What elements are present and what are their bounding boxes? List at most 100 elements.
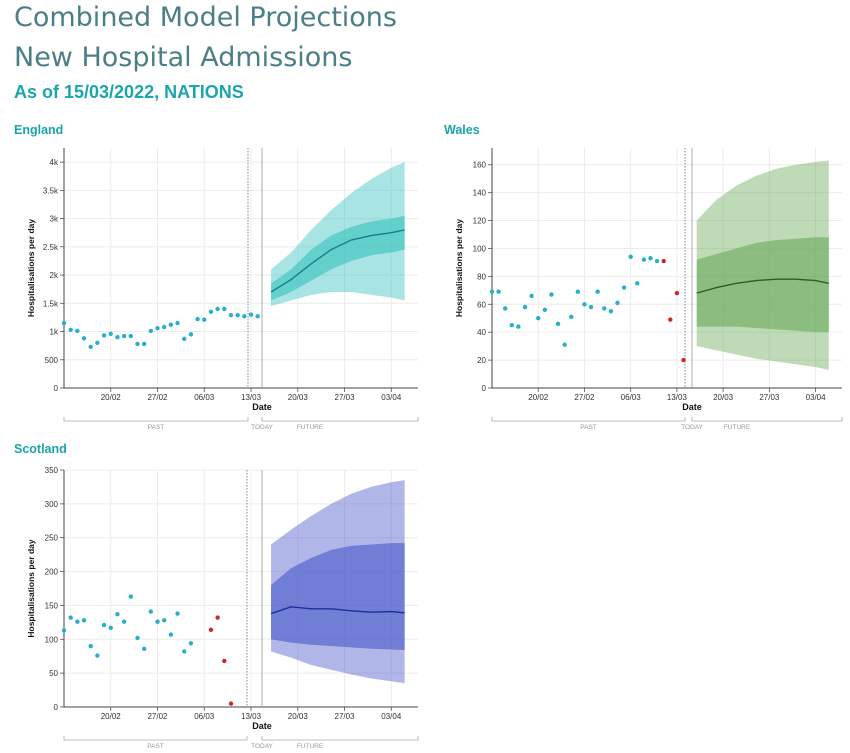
wales-y-tick-label: 140 bbox=[473, 189, 487, 198]
scotland-x-tick-label: 06/03 bbox=[194, 712, 215, 721]
scotland-excluded-point bbox=[222, 658, 227, 664]
scotland-observed-point bbox=[75, 619, 80, 624]
scotland-x-tick-label: 20/02 bbox=[101, 712, 122, 721]
england-observed-point bbox=[108, 331, 113, 336]
wales-observed-point bbox=[582, 302, 587, 307]
england-observed-point bbox=[202, 317, 207, 322]
scotland-observed-point bbox=[141, 646, 147, 651]
england-median-line bbox=[270, 229, 405, 293]
scotland-excluded-point bbox=[208, 627, 214, 633]
england-observed-point bbox=[88, 344, 93, 349]
england-observed-point bbox=[195, 316, 200, 322]
england-observed-point bbox=[248, 312, 254, 317]
england-observed-point bbox=[208, 309, 214, 314]
england-observed-point bbox=[141, 341, 147, 347]
wales-observed-point bbox=[654, 258, 660, 264]
england-observed-point bbox=[101, 333, 107, 338]
scotland-observed-point bbox=[148, 609, 154, 614]
scotland-x-tick-label: 03/04 bbox=[381, 712, 402, 721]
scotland-band-50 bbox=[271, 543, 405, 651]
page-title-line2: New Hospital Admissions bbox=[14, 42, 353, 73]
wales-observed-point bbox=[628, 254, 633, 260]
wales-observed-point bbox=[641, 257, 647, 262]
england-x-tick-label: 27/03 bbox=[335, 393, 356, 402]
wales-future-label: FUTURE bbox=[724, 424, 751, 431]
wales-observed-point bbox=[615, 300, 620, 306]
wales-excluded-point bbox=[674, 290, 680, 296]
wales-y-tick-label: 20 bbox=[477, 356, 486, 365]
england-observed-point bbox=[75, 328, 80, 334]
wales-chart: 0 20 40 60 80 100 120 140 160 20/02 27/02 06/03 13/0… bbox=[454, 148, 843, 431]
scotland-excluded-point bbox=[228, 701, 234, 706]
england-y-tick-label: 2.5k bbox=[43, 243, 59, 252]
england-observed-point bbox=[81, 336, 87, 341]
wales-x-tick-label: 27/02 bbox=[574, 393, 595, 402]
scotland-observed-point bbox=[115, 612, 120, 617]
scotland-observed-point bbox=[161, 618, 167, 623]
scotland-observed-point bbox=[81, 618, 87, 623]
england-today-label: TODAY bbox=[251, 424, 273, 431]
england-observed-point bbox=[155, 325, 160, 331]
england-observed-point bbox=[228, 312, 234, 318]
scotland-observed-point bbox=[108, 625, 113, 630]
wales-observed-point bbox=[575, 289, 581, 294]
wales-median-line bbox=[696, 278, 829, 294]
england-observed-point bbox=[255, 314, 260, 319]
page-title: Combined Model Projections bbox=[14, 2, 397, 33]
wales-observed-point bbox=[635, 281, 640, 286]
wales-x-tick-label: 20/03 bbox=[713, 393, 734, 402]
wales-past-bracket bbox=[491, 417, 686, 422]
scotland-observed-point bbox=[68, 615, 73, 620]
page-subtitle: As of 15/03/2022, NATIONS bbox=[14, 82, 244, 102]
wales-observed-point bbox=[549, 292, 554, 297]
england-x-axis-title: Date bbox=[252, 402, 272, 412]
wales-past-label: PAST bbox=[580, 424, 597, 431]
england-y-tick-label: 0 bbox=[54, 384, 59, 393]
wales-observed-point bbox=[608, 309, 614, 314]
wales-y-tick-label: 160 bbox=[473, 161, 487, 170]
wales-excluded-point bbox=[661, 258, 666, 264]
scotland-past-bracket bbox=[63, 736, 248, 741]
scotland-observed-point bbox=[155, 619, 160, 624]
england-observed-point bbox=[68, 327, 73, 333]
scotland-observed-point bbox=[61, 628, 67, 633]
england-past-label: PAST bbox=[148, 424, 165, 431]
scotland-chart: 0 50 100 150 200 250 300 350 20/02 27/02 06/03 13/0… bbox=[26, 466, 419, 750]
wales-x-tick-label: 06/03 bbox=[621, 393, 642, 402]
scotland-observed-point bbox=[182, 649, 187, 654]
wales-observed-point bbox=[542, 307, 548, 313]
wales-x-tick-label: 20/02 bbox=[528, 393, 549, 402]
wales-observed-point bbox=[496, 289, 501, 294]
wales-x-tick-label: 13/03 bbox=[667, 393, 688, 402]
wales-panel-title: Wales bbox=[444, 123, 480, 137]
scotland-median-line bbox=[270, 606, 405, 615]
england-band-50 bbox=[271, 215, 405, 301]
wales-y-tick-label: 80 bbox=[477, 272, 486, 281]
england-observed-point bbox=[61, 320, 67, 326]
wales-y-tick-label: 40 bbox=[477, 328, 486, 337]
scotland-y-axis-title: Hospitalisations per day bbox=[26, 539, 36, 638]
england-x-tick-label: 20/02 bbox=[101, 393, 122, 402]
wales-x-tick-label: 27/03 bbox=[759, 393, 780, 402]
scotland-y-tick-label: 150 bbox=[45, 601, 59, 610]
wales-observed-point bbox=[509, 323, 515, 328]
england-observed-point bbox=[121, 333, 127, 339]
scotland-observed-point bbox=[88, 643, 93, 649]
wales-observed-point bbox=[489, 289, 495, 294]
england-y-tick-label: 2k bbox=[50, 271, 59, 280]
england-observed-point bbox=[235, 312, 240, 318]
england-observed-point bbox=[148, 328, 154, 334]
wales-y-tick-label: 60 bbox=[477, 300, 486, 309]
england-y-axis-title: Hospitalisations per day bbox=[26, 219, 36, 318]
wales-x-tick-label: 03/04 bbox=[806, 393, 827, 402]
scotland-y-tick-label: 350 bbox=[45, 466, 59, 475]
england-x-tick-label: 03/04 bbox=[381, 393, 402, 402]
scotland-y-tick-label: 200 bbox=[45, 568, 59, 577]
scotland-y-tick-label: 0 bbox=[54, 703, 59, 712]
england-observed-point bbox=[115, 334, 120, 340]
england-x-tick-label: 20/03 bbox=[288, 393, 309, 402]
scotland-observed-point bbox=[101, 622, 107, 628]
scotland-future-bracket bbox=[261, 736, 419, 741]
wales-observed-point bbox=[588, 304, 594, 310]
england-panel-title: England bbox=[14, 123, 64, 137]
